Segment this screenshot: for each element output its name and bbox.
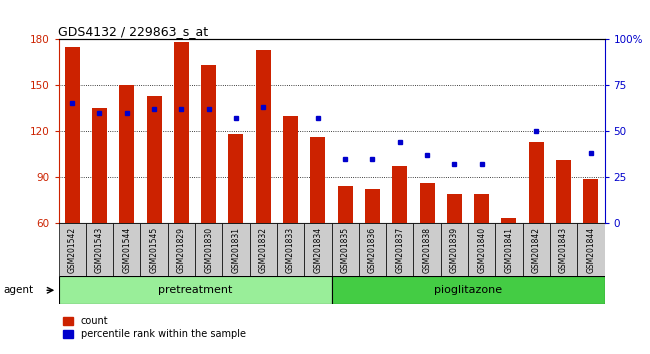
FancyBboxPatch shape: [250, 223, 277, 276]
Bar: [365, 189, 380, 223]
Text: GSM201544: GSM201544: [122, 227, 131, 273]
FancyBboxPatch shape: [140, 223, 168, 276]
Legend: count, percentile rank within the sample: count, percentile rank within the sample: [63, 316, 246, 339]
FancyBboxPatch shape: [304, 223, 332, 276]
Text: GSM201829: GSM201829: [177, 227, 186, 273]
Text: GSM201838: GSM201838: [422, 227, 432, 273]
FancyBboxPatch shape: [58, 223, 86, 276]
Text: GSM201831: GSM201831: [231, 227, 240, 273]
Bar: [474, 194, 489, 223]
FancyBboxPatch shape: [86, 223, 113, 276]
Text: GSM201833: GSM201833: [286, 227, 295, 273]
Text: GSM201837: GSM201837: [395, 227, 404, 273]
Bar: [64, 47, 80, 223]
Bar: [447, 194, 462, 223]
FancyBboxPatch shape: [332, 223, 359, 276]
Bar: [146, 96, 162, 223]
Text: GSM201843: GSM201843: [559, 227, 568, 273]
FancyBboxPatch shape: [222, 223, 250, 276]
Text: agent: agent: [3, 285, 33, 295]
Bar: [392, 166, 408, 223]
Bar: [501, 218, 517, 223]
Text: GSM201844: GSM201844: [586, 227, 595, 273]
FancyBboxPatch shape: [168, 223, 195, 276]
Text: GSM201835: GSM201835: [341, 227, 350, 273]
Text: GSM201545: GSM201545: [150, 227, 159, 273]
FancyBboxPatch shape: [441, 223, 468, 276]
FancyBboxPatch shape: [277, 223, 304, 276]
Bar: [174, 42, 189, 223]
Text: GDS4132 / 229863_s_at: GDS4132 / 229863_s_at: [58, 25, 209, 38]
FancyBboxPatch shape: [332, 276, 604, 304]
Bar: [228, 134, 244, 223]
FancyBboxPatch shape: [413, 223, 441, 276]
Text: pretreatment: pretreatment: [158, 285, 232, 295]
Bar: [337, 186, 353, 223]
Text: GSM201543: GSM201543: [95, 227, 104, 273]
Text: GSM201840: GSM201840: [477, 227, 486, 273]
Text: GSM201842: GSM201842: [532, 227, 541, 273]
FancyBboxPatch shape: [195, 223, 222, 276]
Text: pioglitazone: pioglitazone: [434, 285, 502, 295]
Text: GSM201542: GSM201542: [68, 227, 77, 273]
Text: GSM201841: GSM201841: [504, 227, 514, 273]
Bar: [528, 142, 544, 223]
Bar: [419, 183, 435, 223]
Text: GSM201834: GSM201834: [313, 227, 322, 273]
FancyBboxPatch shape: [386, 223, 413, 276]
FancyBboxPatch shape: [550, 223, 577, 276]
FancyBboxPatch shape: [113, 223, 140, 276]
Text: GSM201830: GSM201830: [204, 227, 213, 273]
FancyBboxPatch shape: [577, 223, 605, 276]
Text: GSM201832: GSM201832: [259, 227, 268, 273]
Bar: [201, 65, 216, 223]
Text: GSM201839: GSM201839: [450, 227, 459, 273]
Bar: [119, 85, 135, 223]
FancyBboxPatch shape: [468, 223, 495, 276]
Text: GSM201836: GSM201836: [368, 227, 377, 273]
Bar: [556, 160, 571, 223]
Bar: [283, 116, 298, 223]
FancyBboxPatch shape: [523, 223, 550, 276]
Bar: [92, 108, 107, 223]
Bar: [310, 137, 326, 223]
Bar: [255, 50, 271, 223]
FancyBboxPatch shape: [58, 276, 332, 304]
Bar: [583, 178, 599, 223]
FancyBboxPatch shape: [359, 223, 386, 276]
FancyBboxPatch shape: [495, 223, 523, 276]
